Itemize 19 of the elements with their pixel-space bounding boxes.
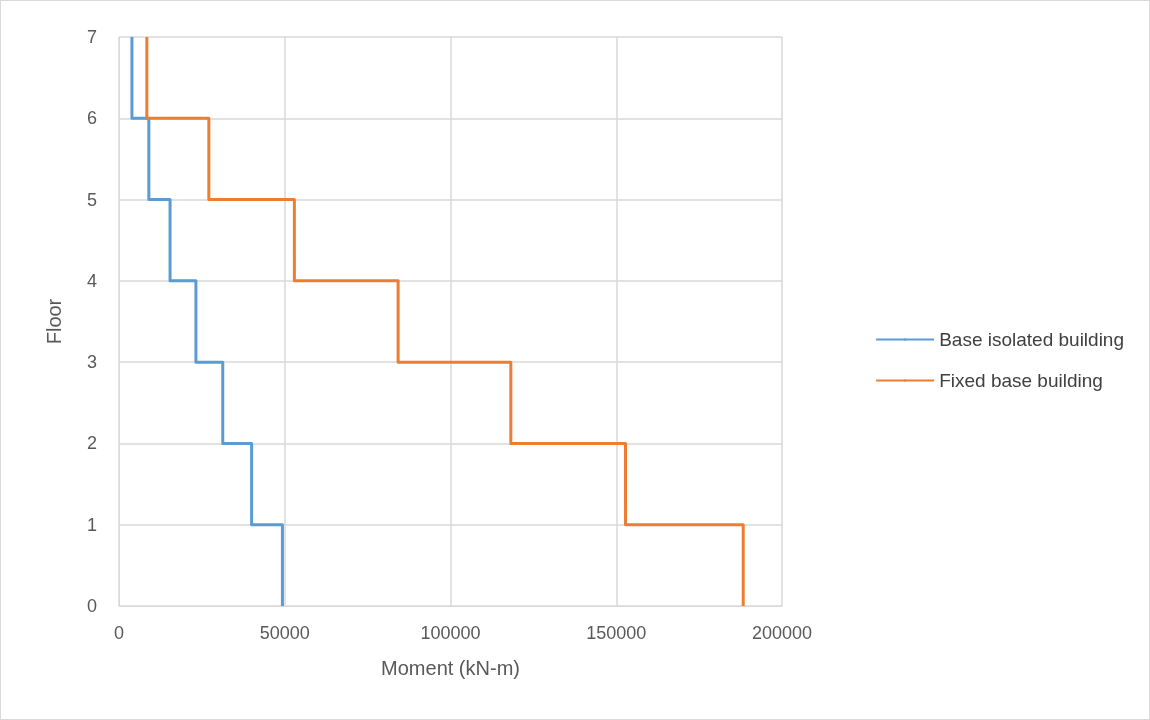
y-tick-label: 4 xyxy=(86,270,97,291)
x-tick-label: 150000 xyxy=(586,623,647,643)
y-tick-label: 5 xyxy=(86,189,97,210)
x-tick-label: 50000 xyxy=(259,623,310,643)
x-tick-label: 0 xyxy=(113,623,125,643)
x-tick-label: 200000 xyxy=(751,623,813,643)
y-tick-label: 7 xyxy=(86,27,97,47)
y-tick-label: 6 xyxy=(86,108,97,129)
line-series xyxy=(130,35,284,608)
y-tick-label: 3 xyxy=(86,352,97,373)
y-tick-label: 0 xyxy=(86,596,97,616)
y-tick-label: 1 xyxy=(86,514,97,535)
y-tick-label: 2 xyxy=(86,433,97,454)
line-series xyxy=(145,35,745,608)
legend-label: Fixed base building xyxy=(939,370,1103,391)
x-axis-title: Moment (kN-m) xyxy=(381,657,520,679)
y-axis-title: Floor xyxy=(43,298,65,345)
legend-label: Base isolated building xyxy=(939,329,1125,350)
x-tick-label: 100000 xyxy=(420,623,481,643)
